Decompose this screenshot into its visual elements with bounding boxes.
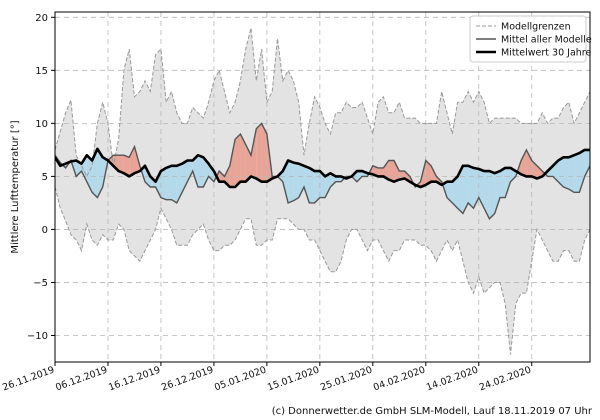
cold-anomaly-area — [288, 160, 294, 203]
model-mean-line — [55, 122, 590, 220]
legend-label-clim: Mittelwert 30 Jahre — [501, 48, 591, 59]
cold-anomaly-area — [97, 148, 103, 198]
warm-anomaly-area — [378, 167, 384, 177]
cold-anomaly-area — [579, 149, 585, 193]
cold-anomaly-area — [160, 167, 167, 200]
warm-anomaly-area — [240, 133, 246, 182]
y-tick-label: −5 — [33, 278, 48, 289]
cold-anomaly-area — [314, 171, 320, 203]
cold-anomaly-area — [462, 165, 469, 214]
x-tick-label: 25.01.2020 — [319, 364, 374, 393]
cold-anomaly-area — [293, 162, 299, 201]
warm-anomaly-area — [388, 160, 395, 182]
warm-anomaly-area — [118, 155, 124, 174]
x-tick-label: 26.11.2019 — [1, 364, 56, 393]
cold-anomaly-area — [92, 148, 98, 198]
lower-bound-line — [55, 186, 590, 355]
cold-anomaly-area — [489, 171, 495, 219]
x-tick-label: 15.01.2020 — [266, 364, 321, 393]
cold-anomaly-area — [494, 171, 500, 214]
y-tick-label: 10 — [35, 119, 48, 130]
x-tick-label: 14.02.2020 — [425, 364, 480, 393]
legend-label-mean: Mittel aller Modelle — [501, 35, 592, 46]
cold-anomaly-area — [478, 168, 485, 209]
warm-anomaly-area — [235, 133, 241, 187]
warm-anomaly-area — [123, 155, 130, 177]
y-tick-label: −10 — [27, 331, 48, 342]
legend: Modellgrenzen Mittel aller Modelle Mittelw… — [469, 15, 592, 63]
cold-anomaly-area — [171, 165, 177, 203]
y-tick-label: 0 — [42, 225, 48, 236]
warm-anomaly-area — [229, 139, 236, 187]
warm-anomaly-area — [521, 149, 527, 177]
x-tick-label: 04.02.2020 — [372, 364, 427, 393]
cold-anomaly-area — [584, 149, 590, 177]
cold-anomaly-area — [468, 165, 474, 209]
y-axis-label: Mittlere Lufttemperatur [°] — [10, 120, 21, 253]
warm-anomaly-area — [256, 123, 262, 182]
cold-anomaly-area — [590, 147, 595, 166]
x-tick-label: 06.12.2019 — [54, 364, 109, 393]
cold-anomaly-area — [319, 171, 326, 198]
upper-bound-line — [55, 27, 590, 178]
legend-box — [469, 15, 587, 63]
warm-anomaly-area — [537, 165, 543, 179]
cold-anomaly-area — [198, 155, 204, 187]
climate-mean-line — [55, 147, 590, 189]
warm-anomaly-area — [261, 123, 267, 182]
cold-anomaly-area — [446, 181, 453, 203]
cold-anomaly-area — [499, 167, 506, 198]
cold-anomaly-area — [155, 171, 161, 198]
cold-anomaly-area — [187, 160, 193, 182]
cold-anomaly-area — [457, 165, 463, 214]
x-tick-label: 24.02.2020 — [478, 364, 533, 393]
warm-anomaly-area — [129, 146, 135, 177]
cold-anomaly-area — [484, 171, 490, 219]
cold-anomaly-area — [568, 155, 575, 193]
cold-anomaly-area — [303, 165, 310, 203]
cold-anomaly-area — [166, 165, 172, 200]
cold-anomaly-area — [203, 157, 209, 187]
y-tick-label: 15 — [35, 66, 48, 77]
legend-label-bounds: Modellgrenzen — [501, 22, 571, 33]
cold-anomaly-area — [356, 171, 363, 182]
cold-anomaly-area — [309, 167, 315, 203]
plot-clip-group — [55, 12, 600, 362]
plot-frame — [54, 11, 591, 363]
cold-anomaly-area — [595, 145, 600, 166]
warm-anomaly-area — [425, 160, 432, 185]
cold-anomaly-area — [473, 167, 479, 209]
cold-anomaly-area — [505, 167, 511, 198]
cold-anomaly-area — [452, 176, 458, 209]
cold-anomaly-area — [558, 157, 564, 187]
cold-anomaly-area — [574, 153, 580, 193]
y-tick-label: 5 — [42, 172, 48, 183]
plot-area — [55, 12, 600, 362]
cold-anomaly-area — [563, 157, 569, 190]
warm-anomaly-area — [383, 160, 389, 180]
cold-anomaly-area — [192, 155, 199, 187]
copyright-footer: (c) Donnerwetter.de GmbH SLM-Modell, Lau… — [271, 406, 592, 417]
y-tick-label: 20 — [35, 13, 48, 24]
warm-anomaly-area — [250, 128, 257, 179]
x-tick-label: 05.01.2020 — [213, 364, 268, 393]
x-tick-label: 26.12.2019 — [160, 364, 215, 393]
cold-anomaly-area — [325, 173, 331, 198]
cold-anomaly-area — [335, 176, 342, 182]
warm-anomaly-area — [526, 149, 532, 177]
cold-anomaly-area — [176, 163, 183, 203]
x-tick-label: 16.12.2019 — [107, 364, 162, 393]
